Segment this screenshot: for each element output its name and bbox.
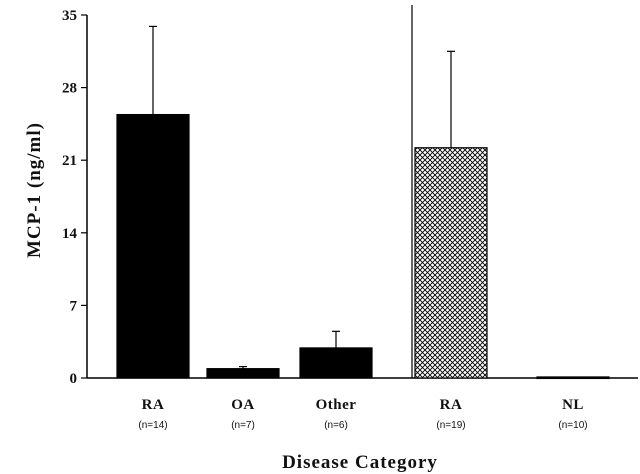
n-label: (n=7) [231, 420, 255, 431]
y-axis-title: MCP-1 (ng/ml) [24, 122, 45, 258]
bars-group [116, 25, 610, 380]
n-label: (n=6) [324, 420, 348, 431]
category-label: RA [440, 397, 463, 413]
y-tick-label: 28 [62, 81, 77, 97]
y-tick-label: 14 [62, 226, 78, 242]
category-label: NL [562, 397, 584, 413]
bar [116, 113, 190, 379]
category-label: OA [231, 397, 255, 413]
y-tick-label: 35 [62, 8, 77, 24]
x-labels-group: RA (n=14) OA (n=7) Other (n=6) RA (n=19) NL (n=10… [138, 397, 587, 431]
category-label: Other [316, 397, 357, 413]
bar [299, 347, 373, 379]
bar [536, 376, 610, 380]
category-label: RA [142, 397, 165, 413]
y-tick-label: 21 [62, 153, 77, 169]
bar [206, 368, 280, 379]
x-axis-title: Disease Category [282, 452, 438, 473]
y-tick-label: 0 [70, 371, 78, 387]
bar [414, 147, 488, 379]
n-label: (n=14) [138, 420, 167, 431]
n-label: (n=19) [436, 420, 465, 431]
y-tick-label: 7 [70, 298, 78, 314]
n-label: (n=10) [558, 420, 587, 431]
